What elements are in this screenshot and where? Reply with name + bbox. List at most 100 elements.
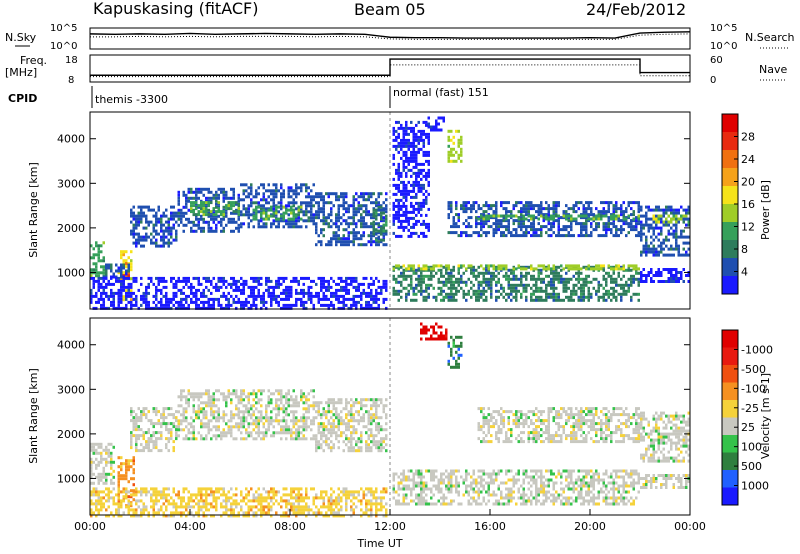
data-cell	[327, 398, 330, 402]
data-cell	[560, 298, 563, 302]
data-cell	[570, 222, 573, 226]
data-cell	[92, 451, 95, 455]
data-cell	[195, 297, 198, 301]
data-cell	[405, 186, 408, 190]
data-cell	[107, 297, 110, 301]
data-cell	[350, 443, 353, 447]
data-cell	[150, 238, 153, 242]
data-cell	[445, 264, 448, 268]
data-cell	[285, 392, 288, 396]
data-cell	[475, 201, 478, 205]
data-cell	[447, 295, 450, 299]
data-cell	[110, 472, 113, 476]
data-cell	[205, 434, 208, 438]
data-cell	[402, 228, 405, 232]
data-cell	[312, 419, 315, 423]
data-cell	[430, 267, 433, 271]
data-cell	[140, 297, 143, 301]
data-cell	[165, 294, 168, 298]
data-cell	[537, 295, 540, 299]
data-cell	[500, 201, 503, 205]
data-cell	[527, 271, 530, 275]
data-cell	[587, 280, 590, 284]
data-cell	[585, 222, 588, 226]
data-cell	[267, 425, 270, 429]
data-cell	[567, 298, 570, 302]
data-cell	[142, 434, 145, 438]
data-cell	[232, 204, 235, 208]
data-cell	[372, 300, 375, 304]
data-cell	[130, 300, 133, 304]
data-cell	[202, 229, 205, 233]
data-cell	[607, 228, 610, 232]
data-cell	[545, 231, 548, 235]
data-cell	[442, 119, 445, 123]
data-cell	[422, 267, 425, 271]
data-cell	[547, 213, 550, 217]
data-cell	[672, 229, 675, 233]
data-cell	[197, 187, 200, 191]
data-cell	[375, 222, 378, 226]
data-cell	[275, 416, 278, 420]
data-cell	[477, 292, 480, 296]
data-cell	[265, 198, 268, 202]
data-cell	[367, 234, 370, 238]
data-cell	[475, 292, 478, 296]
data-cell	[222, 395, 225, 399]
data-cell	[327, 431, 330, 435]
data-cell	[502, 289, 505, 293]
data-cell	[475, 222, 478, 226]
data-cell	[385, 306, 388, 310]
data-cell	[122, 298, 125, 302]
data-cell	[315, 210, 318, 214]
data-cell	[300, 416, 303, 420]
data-cell	[165, 285, 168, 289]
data-cell	[215, 190, 218, 194]
data-cell	[652, 247, 655, 251]
data-cell	[265, 434, 268, 438]
data-cell	[412, 207, 415, 211]
data-cell	[180, 389, 183, 393]
data-cell	[685, 235, 688, 239]
data-cell	[352, 294, 355, 298]
data-cell	[145, 226, 148, 230]
data-cell	[190, 291, 193, 295]
data-cell	[407, 267, 410, 271]
data-cell	[207, 395, 210, 399]
data-cell	[397, 198, 400, 202]
data-cell	[360, 192, 363, 196]
data-cell	[385, 279, 388, 283]
data-cell	[207, 401, 210, 405]
data-cell	[382, 211, 385, 215]
data-cell	[577, 264, 580, 268]
data-cell	[640, 271, 643, 274]
data-cell	[310, 422, 313, 426]
data-cell	[410, 141, 413, 145]
data-cell	[405, 277, 408, 281]
data-cell	[600, 264, 603, 268]
data-cell	[392, 213, 395, 217]
data-cell	[222, 229, 225, 233]
data-cell	[200, 214, 203, 218]
data-cell	[327, 407, 330, 411]
data-cell	[635, 216, 638, 220]
data-cell	[235, 300, 238, 304]
data-cell	[192, 213, 195, 217]
data-cell	[567, 207, 570, 211]
data-cell	[295, 214, 298, 218]
data-cell	[340, 195, 343, 199]
data-cell	[675, 226, 678, 230]
data-cell	[505, 210, 508, 214]
data-cell	[652, 280, 655, 283]
data-cell	[660, 244, 663, 248]
data-cell	[100, 259, 103, 263]
data-cell	[215, 196, 218, 200]
data-cell	[155, 437, 158, 441]
data-cell	[595, 225, 598, 229]
data-cell	[572, 217, 575, 221]
data-cell	[587, 286, 590, 290]
data-cell	[450, 286, 453, 290]
data-cell	[262, 425, 265, 429]
data-cell	[407, 264, 410, 268]
data-cell	[95, 463, 98, 467]
